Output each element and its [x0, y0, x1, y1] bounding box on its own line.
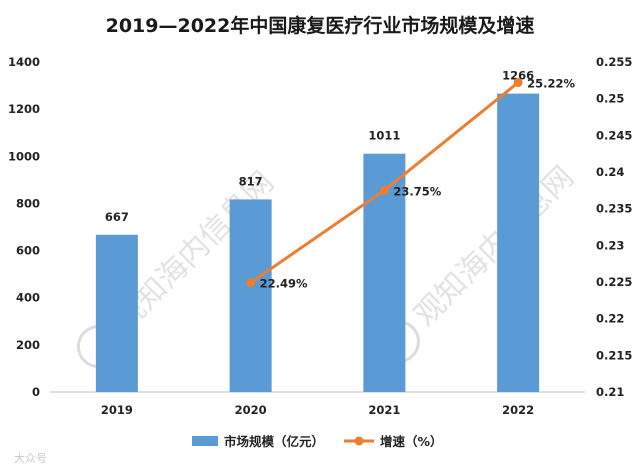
y-right-tick-label: 0.24: [596, 165, 624, 179]
y-right-tick-label: 0.25: [596, 92, 624, 106]
y-right-tick-label: 0.245: [596, 128, 632, 142]
bar-data-label: 1011: [368, 129, 400, 143]
y-left-tick-label: 0: [32, 385, 40, 399]
growth-point: [513, 78, 523, 88]
corner-watermark: 大众号: [14, 451, 47, 465]
x-tick-label: 2019: [101, 403, 133, 417]
growth-point: [246, 278, 256, 288]
x-tick-label: 2021: [368, 403, 400, 417]
y-right-tick-label: 0.21: [596, 385, 624, 399]
legend-label-line: 增速（%）: [380, 434, 443, 449]
bar: [497, 93, 540, 392]
y-right-tick-label: 0.23: [596, 238, 624, 252]
y-right-tick-label: 0.215: [596, 348, 632, 362]
y-right-tick-label: 0.255: [596, 55, 632, 69]
x-tick-label: 2020: [235, 403, 267, 417]
y-left-tick-label: 1000: [8, 149, 40, 163]
legend-swatch-bar: [192, 436, 218, 446]
growth-data-label: 25.22%: [527, 77, 575, 91]
y-left-tick-label: 1200: [8, 102, 40, 116]
legend-label-bar: 市场规模（亿元）: [224, 434, 324, 449]
y-right-tick-label: 0.235: [596, 202, 632, 216]
bar: [229, 199, 272, 392]
y-left-tick-label: 600: [16, 244, 40, 258]
x-tick-label: 2022: [502, 403, 534, 417]
chart-title: 2019—2022年中国康复医疗行业市场规模及增速: [106, 14, 535, 37]
bar: [95, 234, 138, 392]
bar-data-label: 1266: [502, 69, 534, 83]
y-right-tick-label: 0.22: [596, 312, 624, 326]
y-left-tick-label: 400: [16, 291, 40, 305]
y-left-tick-label: 800: [16, 196, 40, 210]
growth-data-label: 22.49%: [260, 277, 308, 291]
bar-data-label: 667: [105, 210, 129, 224]
y-right-tick-label: 0.225: [596, 275, 632, 289]
growth-data-label: 23.75%: [393, 184, 441, 198]
y-left-tick-label: 200: [16, 338, 40, 352]
y-left-tick-label: 1400: [8, 55, 40, 69]
legend-swatch-marker: [354, 436, 364, 446]
growth-point: [379, 185, 389, 195]
bar-data-label: 817: [239, 174, 263, 188]
